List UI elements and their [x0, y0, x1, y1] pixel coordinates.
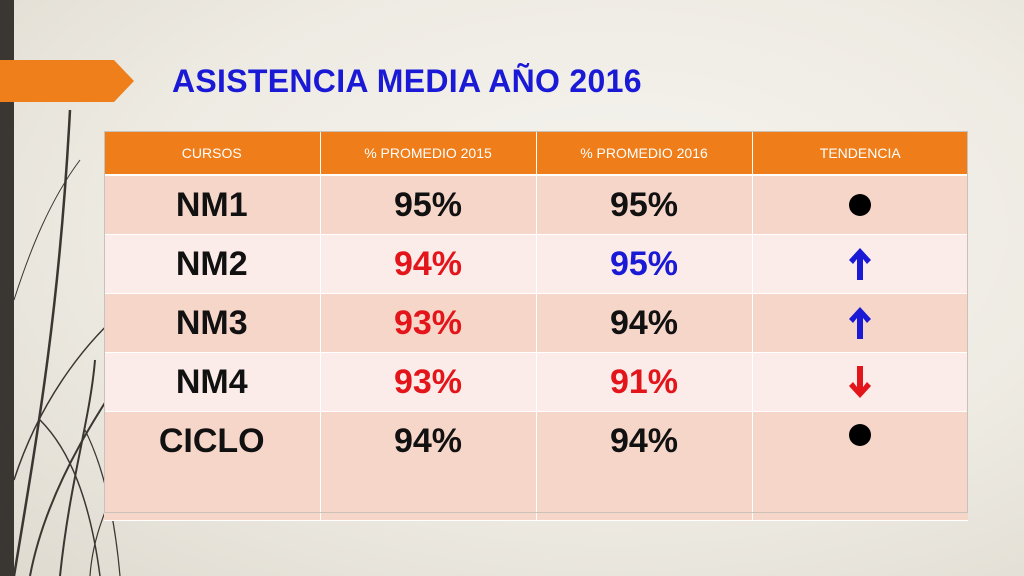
- cell-promedio-2015: 94%: [320, 411, 537, 521]
- curso-label: NM2: [175, 244, 248, 283]
- arrow-up-icon: [753, 305, 969, 341]
- promedio-2016-value: 94%: [609, 303, 679, 342]
- promedio-2016-value: 91%: [609, 362, 679, 401]
- header-promedio-2016: % PROMEDIO 2016: [536, 131, 753, 176]
- cell-curso: NM4: [104, 352, 321, 412]
- cell-curso: NM3: [104, 293, 321, 353]
- cell-curso: NM1: [104, 175, 321, 235]
- left-accent-bar: [0, 0, 14, 576]
- cell-tendencia: [752, 234, 969, 294]
- promedio-2015-value: 93%: [393, 362, 463, 401]
- header-cursos: CURSOS: [104, 131, 321, 176]
- header-tendencia: TENDENCIA: [752, 131, 968, 176]
- arrow-down-icon: [753, 364, 969, 400]
- promedio-2016-value: 95%: [609, 185, 679, 224]
- dot-icon: [753, 422, 969, 448]
- curso-label: NM4: [175, 362, 248, 401]
- dot-icon: [753, 192, 969, 218]
- table-row: NM4 93% 91%: [104, 352, 969, 412]
- cell-promedio-2015: 95%: [320, 175, 537, 235]
- promedio-2015-value: 94%: [393, 422, 463, 460]
- cell-promedio-2016: 94%: [536, 411, 753, 521]
- promedio-2015-value: 94%: [393, 244, 463, 283]
- cell-promedio-2015: 93%: [320, 352, 537, 412]
- cell-curso: CICLO: [104, 411, 321, 521]
- title-arrow-tab: [0, 60, 134, 102]
- promedio-2015-value: 95%: [393, 185, 463, 224]
- cell-tendencia: [752, 411, 969, 521]
- table-row: NM2 94% 95%: [104, 234, 969, 294]
- attendance-table: CURSOS % PROMEDIO 2015 % PROMEDIO 2016 T…: [104, 131, 968, 521]
- curso-label: CICLO: [158, 422, 265, 460]
- cell-tendencia: [752, 352, 969, 412]
- promedio-2016-value: 94%: [609, 422, 679, 460]
- cell-tendencia: [752, 175, 968, 235]
- promedio-2015-value: 93%: [393, 303, 463, 342]
- table-row: CICLO 94% 94%: [104, 411, 969, 521]
- cell-promedio-2015: 93%: [320, 293, 537, 353]
- cell-promedio-2016: 91%: [536, 352, 753, 412]
- arrow-up-icon: [753, 246, 969, 282]
- cell-curso: NM2: [104, 234, 321, 294]
- cell-promedio-2016: 94%: [536, 293, 753, 353]
- cell-promedio-2015: 94%: [320, 234, 537, 294]
- page-title: ASISTENCIA MEDIA AÑO 2016: [172, 63, 642, 99]
- curso-label: NM3: [175, 303, 248, 342]
- cell-promedio-2016: 95%: [536, 234, 753, 294]
- promedio-2016-value: 95%: [609, 244, 679, 283]
- table-row: NM3 93% 94%: [104, 293, 969, 353]
- curso-label: NM1: [175, 185, 248, 224]
- cell-tendencia: [752, 293, 969, 353]
- header-promedio-2015: % PROMEDIO 2015: [320, 131, 537, 176]
- cell-promedio-2016: 95%: [536, 175, 753, 235]
- table-header-row: CURSOS % PROMEDIO 2015 % PROMEDIO 2016 T…: [104, 131, 968, 176]
- table-row: NM1 95% 95%: [104, 175, 968, 235]
